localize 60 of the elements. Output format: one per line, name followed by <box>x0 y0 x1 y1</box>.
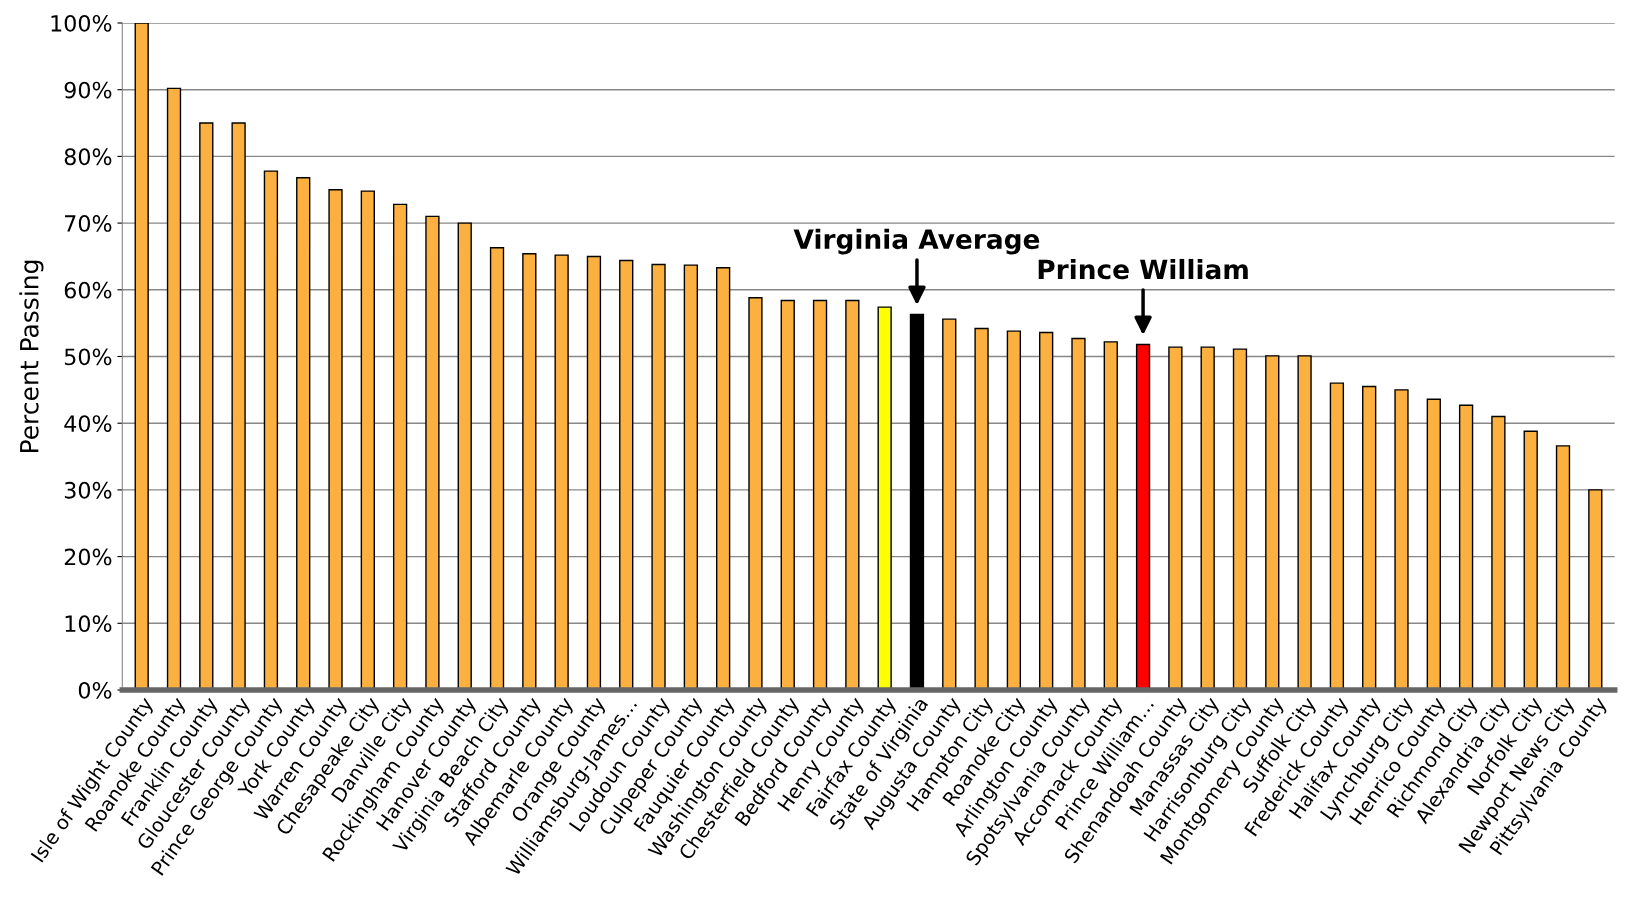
bar <box>683 264 699 690</box>
bar <box>845 299 860 690</box>
bar <box>1071 337 1086 690</box>
bar <box>780 299 795 690</box>
bar <box>1135 343 1151 690</box>
y-tick-label: 100% <box>51 14 112 32</box>
bar <box>748 297 763 690</box>
bar <box>909 313 925 690</box>
bar <box>1297 355 1312 690</box>
y-tick-label: 10% <box>65 615 112 633</box>
bar <box>1458 404 1474 690</box>
bar <box>554 254 569 690</box>
bar <box>231 122 246 690</box>
bar <box>489 247 505 690</box>
bar <box>1523 430 1538 690</box>
y-tick-label: 0% <box>78 681 112 699</box>
bar <box>296 177 311 690</box>
bar <box>263 170 279 690</box>
bar <box>1103 341 1118 690</box>
bar <box>1200 346 1215 690</box>
bar <box>360 190 375 690</box>
bar <box>1265 355 1280 690</box>
bar <box>812 299 828 690</box>
bar <box>1006 330 1022 690</box>
bar <box>942 318 957 690</box>
bar <box>1555 445 1571 690</box>
bar <box>1588 489 1603 690</box>
bar <box>166 87 182 690</box>
bar <box>1394 389 1409 690</box>
bar <box>425 215 440 690</box>
bar <box>1491 415 1506 690</box>
bar <box>877 306 892 690</box>
y-tick-label: 90% <box>64 81 112 99</box>
y-tick-label: 70% <box>65 215 112 232</box>
bar <box>199 122 214 690</box>
bar <box>651 263 666 690</box>
bar <box>974 327 989 690</box>
y-tick-label: 50% <box>64 348 112 366</box>
annotation: Virginia Average <box>793 228 1040 255</box>
y-tick-label: 40% <box>64 415 112 432</box>
bar <box>1039 331 1054 690</box>
bar <box>522 253 537 690</box>
bar <box>619 259 634 690</box>
y-tick-label: 80% <box>64 148 112 166</box>
bar <box>1232 348 1248 690</box>
bar <box>392 203 408 690</box>
annotation: Prince William <box>1038 258 1248 280</box>
y-tick-label: 20% <box>64 548 112 566</box>
bar <box>1426 398 1441 690</box>
bar <box>1168 346 1183 690</box>
bar <box>1329 382 1345 690</box>
y-tick-label: 30% <box>64 481 112 499</box>
y-axis-title: Percent Passing <box>19 260 44 453</box>
bar <box>328 189 343 690</box>
bar <box>134 23 149 690</box>
y-tick-label: 60% <box>64 281 112 299</box>
bar <box>457 222 472 690</box>
bar <box>586 255 602 690</box>
bar <box>1362 385 1377 690</box>
bar <box>715 267 731 690</box>
